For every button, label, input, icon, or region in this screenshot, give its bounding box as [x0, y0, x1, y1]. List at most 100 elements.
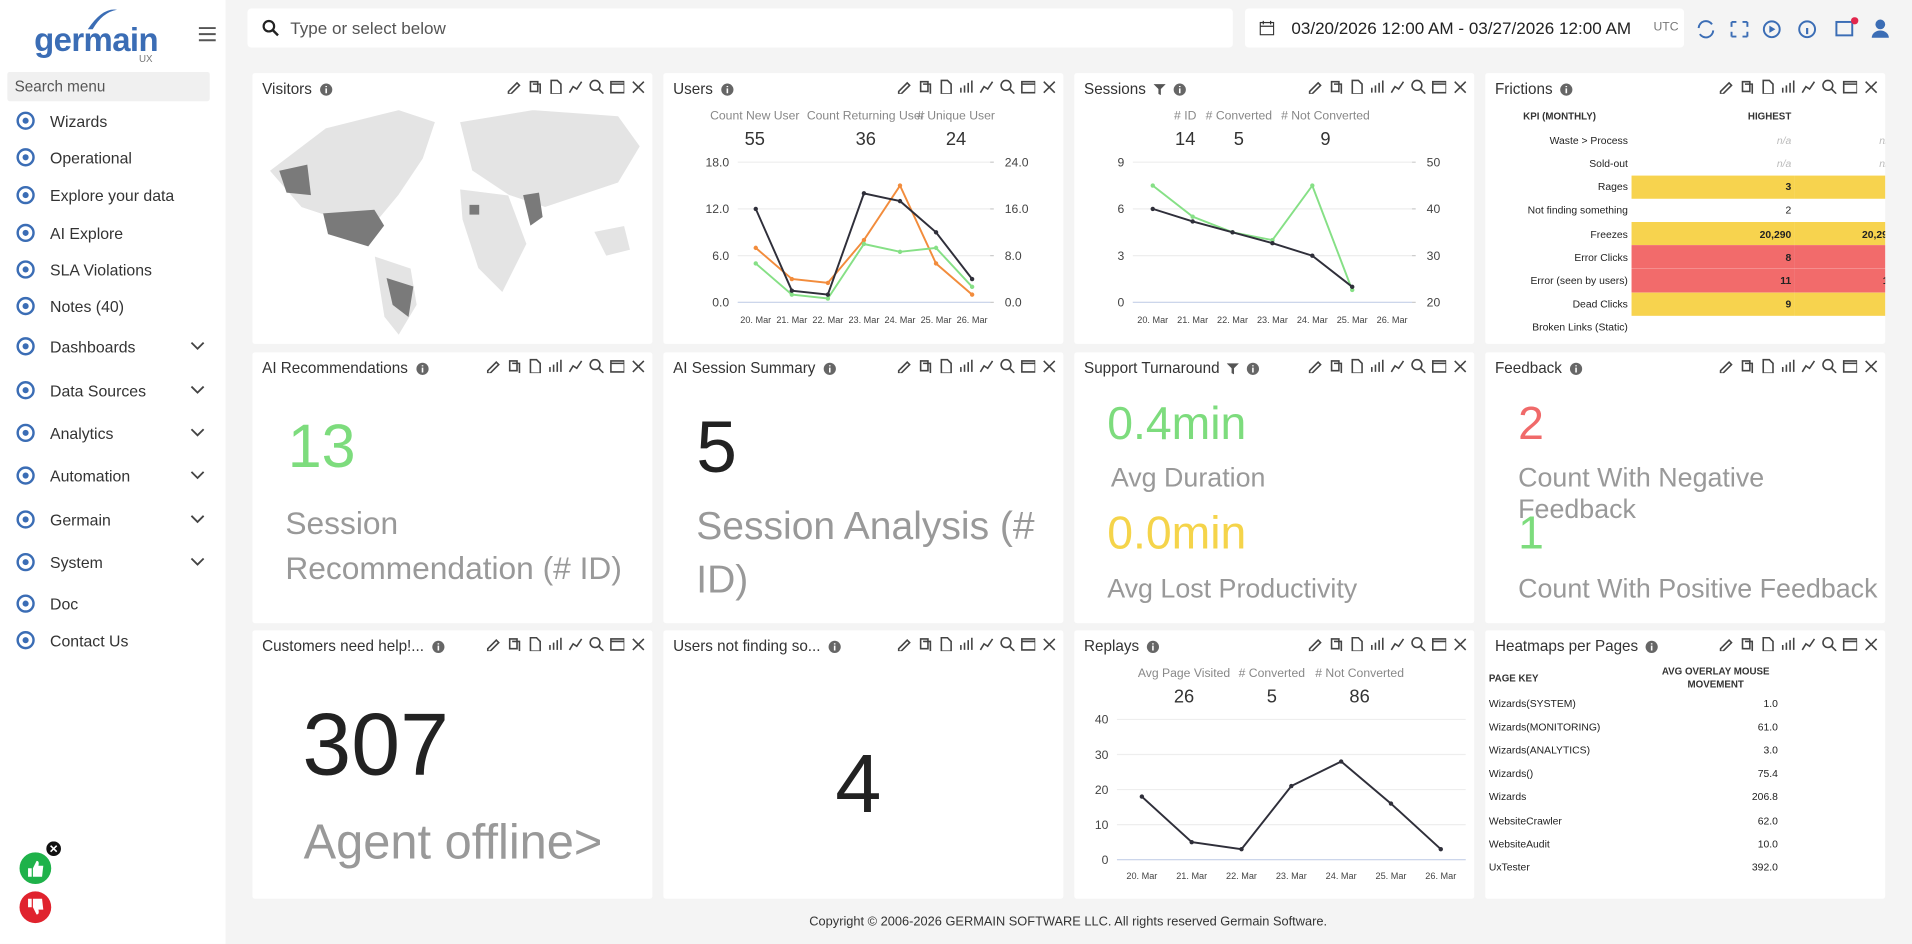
toolbar-icon[interactable]	[958, 637, 973, 652]
toolbar-icon[interactable]	[1390, 637, 1405, 652]
toolbar-icon[interactable]	[1021, 637, 1036, 652]
toolbar-icon[interactable]	[1718, 359, 1733, 374]
toolbar-icon[interactable]	[630, 359, 645, 374]
menu-item[interactable]: Data Sources	[12, 376, 213, 408]
toolbar-icon[interactable]	[979, 79, 994, 94]
toolbar-icon[interactable]	[527, 79, 542, 94]
toolbar-icon[interactable]	[1000, 79, 1015, 94]
toolbar-icon[interactable]	[589, 79, 604, 94]
toolbar-icon[interactable]	[938, 636, 953, 652]
toolbar-icon[interactable]	[896, 637, 911, 652]
info-icon[interactable]	[1246, 362, 1260, 375]
menu-toggle[interactable]	[198, 27, 216, 42]
toolbar-icon[interactable]	[917, 637, 932, 652]
info-icon[interactable]	[828, 640, 841, 653]
highlighted-country[interactable]	[323, 209, 385, 247]
search-bar[interactable]: Type or select below	[247, 8, 1233, 48]
highlighted-country[interactable]	[523, 192, 543, 226]
info-icon[interactable]	[1569, 362, 1583, 375]
toolbar-icon[interactable]	[958, 79, 973, 94]
menu-item[interactable]: SLA Violations	[12, 255, 213, 287]
toolbar-icon[interactable]	[1760, 358, 1775, 374]
expand-chevron[interactable]	[190, 469, 205, 481]
toolbar-icon[interactable]	[896, 359, 911, 374]
toolbar-icon[interactable]	[1431, 359, 1447, 374]
toolbar-icon[interactable]	[1041, 79, 1056, 94]
menu-item[interactable]: Dashboards	[12, 332, 213, 364]
toolbar-icon[interactable]	[1349, 358, 1364, 374]
highlighted-country[interactable]	[386, 278, 414, 318]
toolbar-icon[interactable]	[1760, 79, 1775, 94]
toolbar-icon[interactable]	[1411, 637, 1426, 652]
toolbar-icon[interactable]	[1307, 359, 1322, 374]
menu-item[interactable]: Notes (40)	[12, 291, 213, 323]
filter-icon[interactable]	[1153, 83, 1166, 96]
toolbar-icon[interactable]	[527, 636, 542, 652]
expand-chevron[interactable]	[190, 427, 205, 439]
toolbar-icon[interactable]	[1328, 359, 1343, 374]
toolbar-icon[interactable]	[589, 359, 604, 374]
toolbar-icon[interactable]	[1842, 637, 1858, 652]
menu-item[interactable]: Doc	[12, 589, 213, 621]
toolbar-icon[interactable]	[1390, 359, 1405, 374]
toolbar-icon[interactable]	[1822, 637, 1837, 652]
toolbar-icon[interactable]	[506, 79, 521, 94]
inbox-icon[interactable]	[1835, 20, 1854, 37]
toolbar-icon[interactable]	[1307, 637, 1322, 652]
toolbar-icon[interactable]	[1739, 637, 1754, 652]
toolbar-icon[interactable]	[1021, 79, 1036, 94]
menu-item[interactable]: Contact Us	[12, 626, 213, 658]
toolbar-icon[interactable]	[1041, 359, 1056, 374]
toolbar-icon[interactable]	[1369, 637, 1384, 652]
menu-item[interactable]: Operational	[12, 143, 213, 175]
menu-item[interactable]: Wizards	[12, 106, 213, 138]
toolbar-icon[interactable]	[1328, 79, 1343, 94]
toolbar-icon[interactable]	[1000, 359, 1015, 374]
toolbar-icon[interactable]	[610, 637, 625, 652]
toolbar-icon[interactable]	[1863, 79, 1878, 94]
column-header[interactable]: # ID	[1788, 665, 1886, 692]
toolbar-icon[interactable]	[1842, 79, 1858, 94]
expand-chevron[interactable]	[190, 556, 205, 568]
toolbar-icon[interactable]	[527, 358, 542, 374]
toolbar-icon[interactable]	[917, 79, 932, 94]
toolbar-icon[interactable]	[1021, 359, 1036, 374]
toolbar-icon[interactable]	[1801, 637, 1816, 652]
toolbar-icon[interactable]	[1431, 79, 1447, 94]
filter-icon[interactable]	[1226, 362, 1240, 375]
play-icon[interactable]	[1762, 20, 1781, 39]
info-icon[interactable]	[1173, 82, 1186, 96]
menu-item[interactable]: Explore your data	[12, 180, 213, 212]
toolbar-icon[interactable]	[1452, 79, 1467, 94]
toolbar-icon[interactable]	[979, 637, 994, 652]
toolbar-icon[interactable]	[958, 359, 973, 374]
column-header[interactable]: HIGHEST	[1747, 111, 1792, 123]
info-icon[interactable]	[720, 82, 734, 96]
user-icon[interactable]	[1875, 19, 1886, 30]
toolbar-icon[interactable]	[1718, 637, 1733, 652]
expand-chevron[interactable]	[190, 384, 205, 396]
toolbar-icon[interactable]	[568, 79, 583, 94]
logo[interactable]: germain	[34, 21, 158, 59]
date-range-picker[interactable]: 03/20/2026 12:00 AM - 03/27/2026 12:00 A…	[1244, 8, 1684, 48]
highlighted-country[interactable]	[279, 164, 311, 196]
toolbar-icon[interactable]	[979, 359, 994, 374]
toolbar-icon[interactable]	[1780, 637, 1795, 652]
toolbar-icon[interactable]	[485, 637, 500, 652]
menu-item[interactable]: Germain	[12, 505, 213, 537]
info-icon[interactable]	[1560, 82, 1573, 96]
column-header[interactable]: PAGE KEY	[1488, 672, 1539, 684]
toolbar-icon[interactable]	[568, 359, 583, 374]
toolbar-icon[interactable]	[610, 359, 625, 374]
refresh-icon[interactable]	[1697, 20, 1715, 39]
toolbar-icon[interactable]	[1842, 359, 1858, 374]
toolbar-icon[interactable]	[568, 637, 583, 652]
toolbar-icon[interactable]	[548, 359, 563, 374]
toolbar-icon[interactable]	[1369, 79, 1384, 94]
fullscreen-icon[interactable]	[1730, 20, 1749, 38]
info-icon[interactable]	[431, 640, 445, 653]
toolbar-icon[interactable]	[548, 79, 563, 94]
toolbar-icon[interactable]	[1780, 79, 1795, 94]
toolbar-icon[interactable]	[1041, 637, 1056, 652]
toolbar-icon[interactable]	[506, 359, 521, 374]
